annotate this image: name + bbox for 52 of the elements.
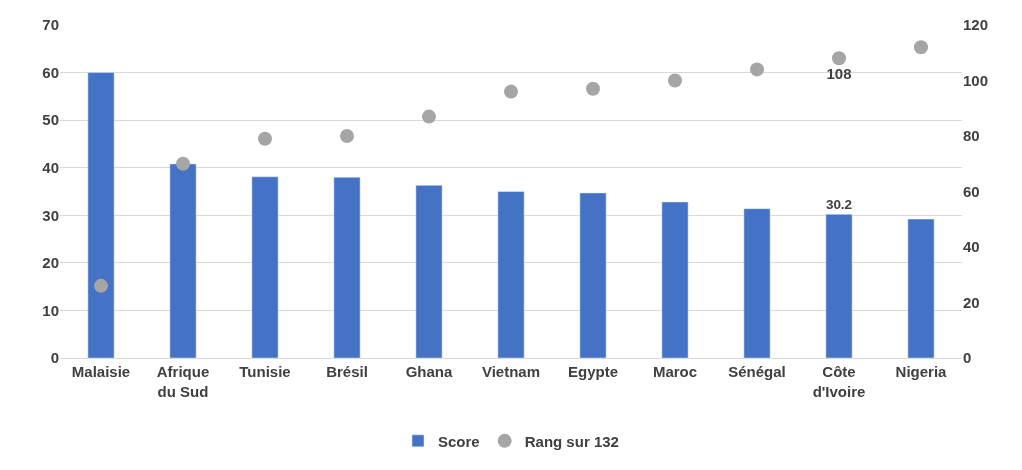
y2-tick-label: 80 bbox=[963, 127, 980, 145]
y2-tick-label: 40 bbox=[963, 238, 980, 256]
y-tick-label: 10 bbox=[42, 301, 59, 319]
point bbox=[94, 278, 108, 293]
bar bbox=[169, 163, 197, 358]
x-tick-label: Nigeria bbox=[895, 363, 948, 380]
point bbox=[668, 73, 682, 88]
x-tick-label: Tunisie bbox=[239, 363, 291, 380]
y-tick-label: 60 bbox=[42, 63, 59, 81]
bar bbox=[661, 201, 689, 358]
y2-tick-label: 100 bbox=[963, 71, 989, 89]
x-tick-label: Vietnam bbox=[481, 363, 541, 380]
bar bbox=[415, 185, 443, 358]
x-tick-label: Maroc bbox=[652, 363, 698, 380]
point bbox=[422, 109, 436, 124]
y-tick-label: 40 bbox=[42, 158, 59, 176]
y-tick-label: 20 bbox=[42, 254, 59, 272]
data-label: 108 bbox=[826, 65, 852, 83]
legend-label: Rang sur 132 bbox=[524, 432, 619, 450]
y2-tick-label: 120 bbox=[963, 16, 989, 34]
data-label: 30.2 bbox=[825, 196, 853, 212]
bar bbox=[579, 192, 607, 358]
point bbox=[914, 40, 928, 55]
y-tick-label: 70 bbox=[42, 16, 59, 34]
bar bbox=[907, 218, 935, 358]
x-tick-label: Afrique du Sud bbox=[156, 363, 210, 400]
y-tick-label: 0 bbox=[50, 349, 59, 367]
y2-tick-label: 20 bbox=[963, 293, 980, 311]
bar bbox=[743, 208, 771, 358]
bar bbox=[497, 191, 525, 358]
x-tick-label: Brésil bbox=[326, 363, 368, 380]
x-tick-label: Côte d'Ivoire bbox=[812, 363, 866, 400]
bar bbox=[251, 176, 279, 358]
legend-label: Score bbox=[438, 432, 480, 450]
point bbox=[586, 81, 600, 96]
y2-tick-label: 60 bbox=[963, 182, 980, 200]
x-tick-label: Malaisie bbox=[71, 363, 131, 380]
x-tick-label: Sénégal bbox=[728, 363, 786, 380]
bar bbox=[333, 176, 361, 358]
point bbox=[750, 62, 764, 77]
bar bbox=[87, 72, 115, 358]
x-tick-label: Egypte bbox=[567, 363, 619, 380]
x-tick-label: Ghana bbox=[405, 363, 453, 380]
bar bbox=[825, 214, 853, 358]
point bbox=[340, 129, 354, 143]
y-tick-label: 50 bbox=[42, 111, 59, 129]
point bbox=[504, 84, 518, 99]
y2-tick-label: 0 bbox=[963, 349, 972, 367]
point bbox=[176, 156, 190, 171]
y-tick-label: 30 bbox=[42, 206, 59, 224]
point bbox=[832, 51, 846, 66]
point bbox=[258, 131, 272, 146]
